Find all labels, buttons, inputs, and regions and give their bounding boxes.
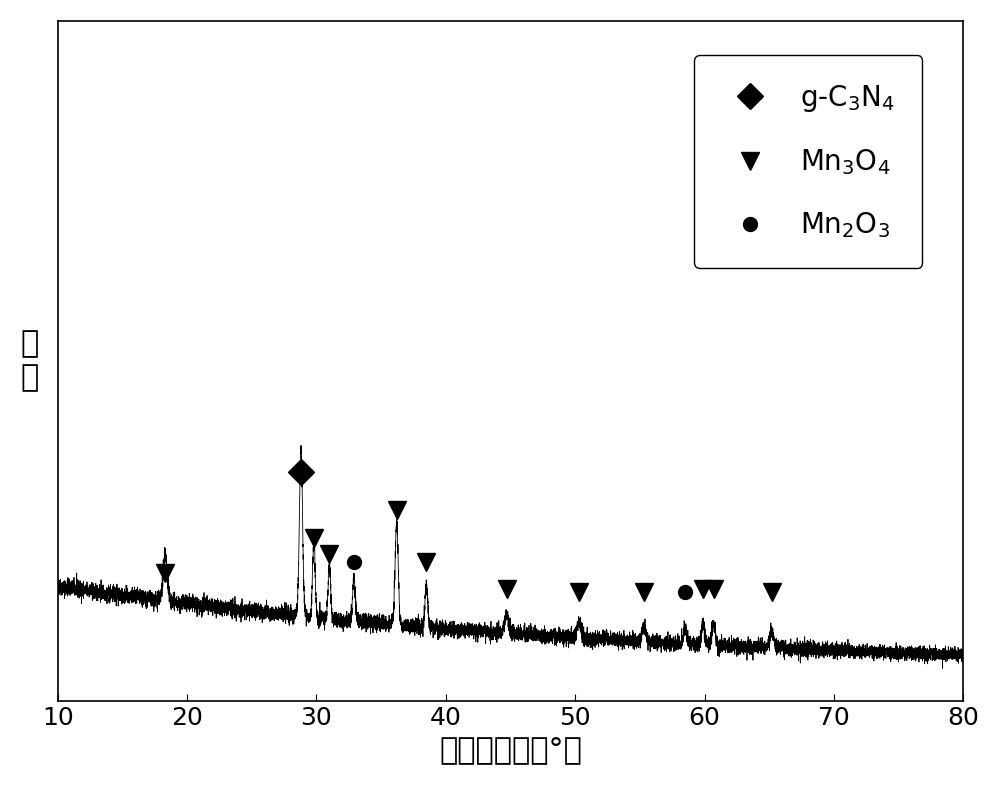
Legend: g-C$_3$N$_4$, Mn$_3$O$_4$, Mn$_2$O$_3$: g-C$_3$N$_4$, Mn$_3$O$_4$, Mn$_2$O$_3$	[694, 55, 922, 268]
X-axis label: 两倍衍射角（°）: 两倍衍射角（°）	[439, 736, 582, 764]
Y-axis label: 强
度: 强 度	[21, 330, 39, 392]
